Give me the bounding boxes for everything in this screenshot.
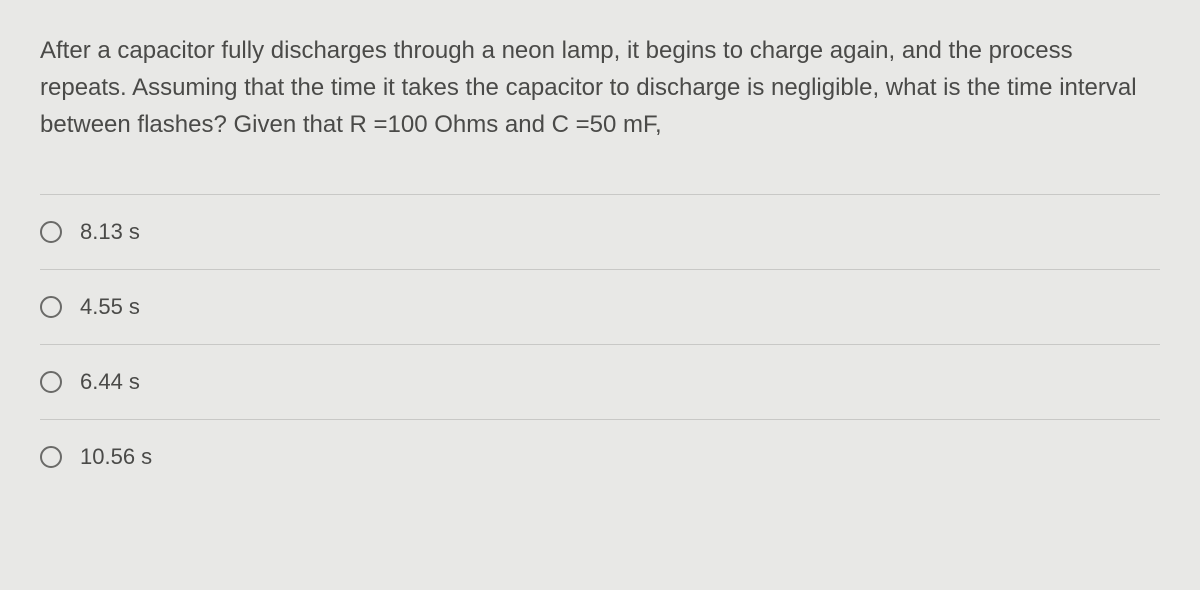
options-list: 8.13 s 4.55 s 6.44 s 10.56 s (40, 194, 1160, 494)
option-label: 6.44 s (80, 369, 140, 395)
option-row[interactable]: 10.56 s (40, 419, 1160, 494)
radio-icon[interactable] (40, 296, 62, 318)
option-label: 8.13 s (80, 219, 140, 245)
option-row[interactable]: 4.55 s (40, 269, 1160, 344)
question-text: After a capacitor fully discharges throu… (40, 32, 1160, 144)
option-row[interactable]: 8.13 s (40, 194, 1160, 269)
option-row[interactable]: 6.44 s (40, 344, 1160, 419)
radio-icon[interactable] (40, 221, 62, 243)
radio-icon[interactable] (40, 446, 62, 468)
radio-icon[interactable] (40, 371, 62, 393)
option-label: 4.55 s (80, 294, 140, 320)
option-label: 10.56 s (80, 444, 152, 470)
